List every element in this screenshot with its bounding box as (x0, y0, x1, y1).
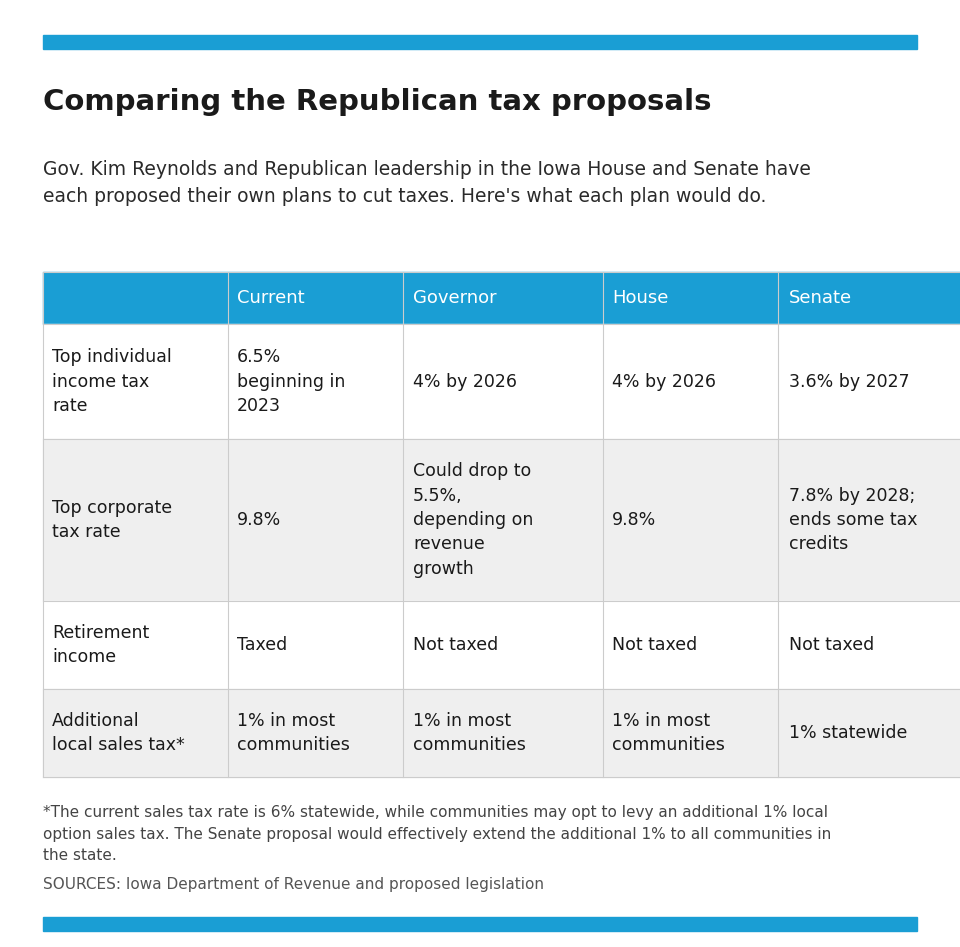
Text: 3.6% by 2027: 3.6% by 2027 (789, 372, 909, 390)
Text: Additional
local sales tax*: Additional local sales tax* (52, 712, 185, 754)
Text: Senate: Senate (789, 289, 852, 307)
Text: Gov. Kim Reynolds and Republican leadership in the Iowa House and Senate have
ea: Gov. Kim Reynolds and Republican leaders… (43, 160, 811, 206)
Text: Top individual
income tax
rate: Top individual income tax rate (52, 348, 172, 415)
Text: SOURCES: Iowa Department of Revenue and proposed legislation: SOURCES: Iowa Department of Revenue and … (43, 877, 544, 892)
Bar (43, 601, 960, 689)
Text: *The current sales tax rate is 6% statewide, while communities may opt to levy a: *The current sales tax rate is 6% statew… (43, 805, 831, 864)
Bar (43, 917, 917, 931)
Text: Governor: Governor (413, 289, 496, 307)
Bar (43, 35, 917, 49)
Text: Current: Current (237, 289, 304, 307)
Text: 1% in most
communities: 1% in most communities (413, 712, 526, 754)
Text: 1% statewide: 1% statewide (789, 724, 907, 742)
Text: Not taxed: Not taxed (413, 636, 498, 654)
Text: 9.8%: 9.8% (612, 511, 656, 529)
Bar (43, 272, 960, 324)
Text: Could drop to
5.5%,
depending on
revenue
growth: Could drop to 5.5%, depending on revenue… (413, 462, 534, 578)
Text: 7.8% by 2028;
ends some tax
credits: 7.8% by 2028; ends some tax credits (789, 487, 917, 553)
Text: Comparing the Republican tax proposals: Comparing the Republican tax proposals (43, 88, 711, 116)
Text: Top corporate
tax rate: Top corporate tax rate (52, 499, 173, 541)
Text: 6.5%
beginning in
2023: 6.5% beginning in 2023 (237, 348, 346, 415)
Bar (43, 689, 960, 777)
Text: 4% by 2026: 4% by 2026 (413, 372, 517, 390)
Text: 4% by 2026: 4% by 2026 (612, 372, 716, 390)
Text: Retirement
income: Retirement income (52, 624, 150, 666)
Bar (43, 324, 960, 439)
Text: House: House (612, 289, 668, 307)
Text: 1% in most
communities: 1% in most communities (237, 712, 349, 754)
Text: Not taxed: Not taxed (789, 636, 874, 654)
Bar (43, 439, 960, 601)
Text: 1% in most
communities: 1% in most communities (612, 712, 725, 754)
Text: 9.8%: 9.8% (237, 511, 281, 529)
Text: Taxed: Taxed (237, 636, 287, 654)
Text: Not taxed: Not taxed (612, 636, 697, 654)
